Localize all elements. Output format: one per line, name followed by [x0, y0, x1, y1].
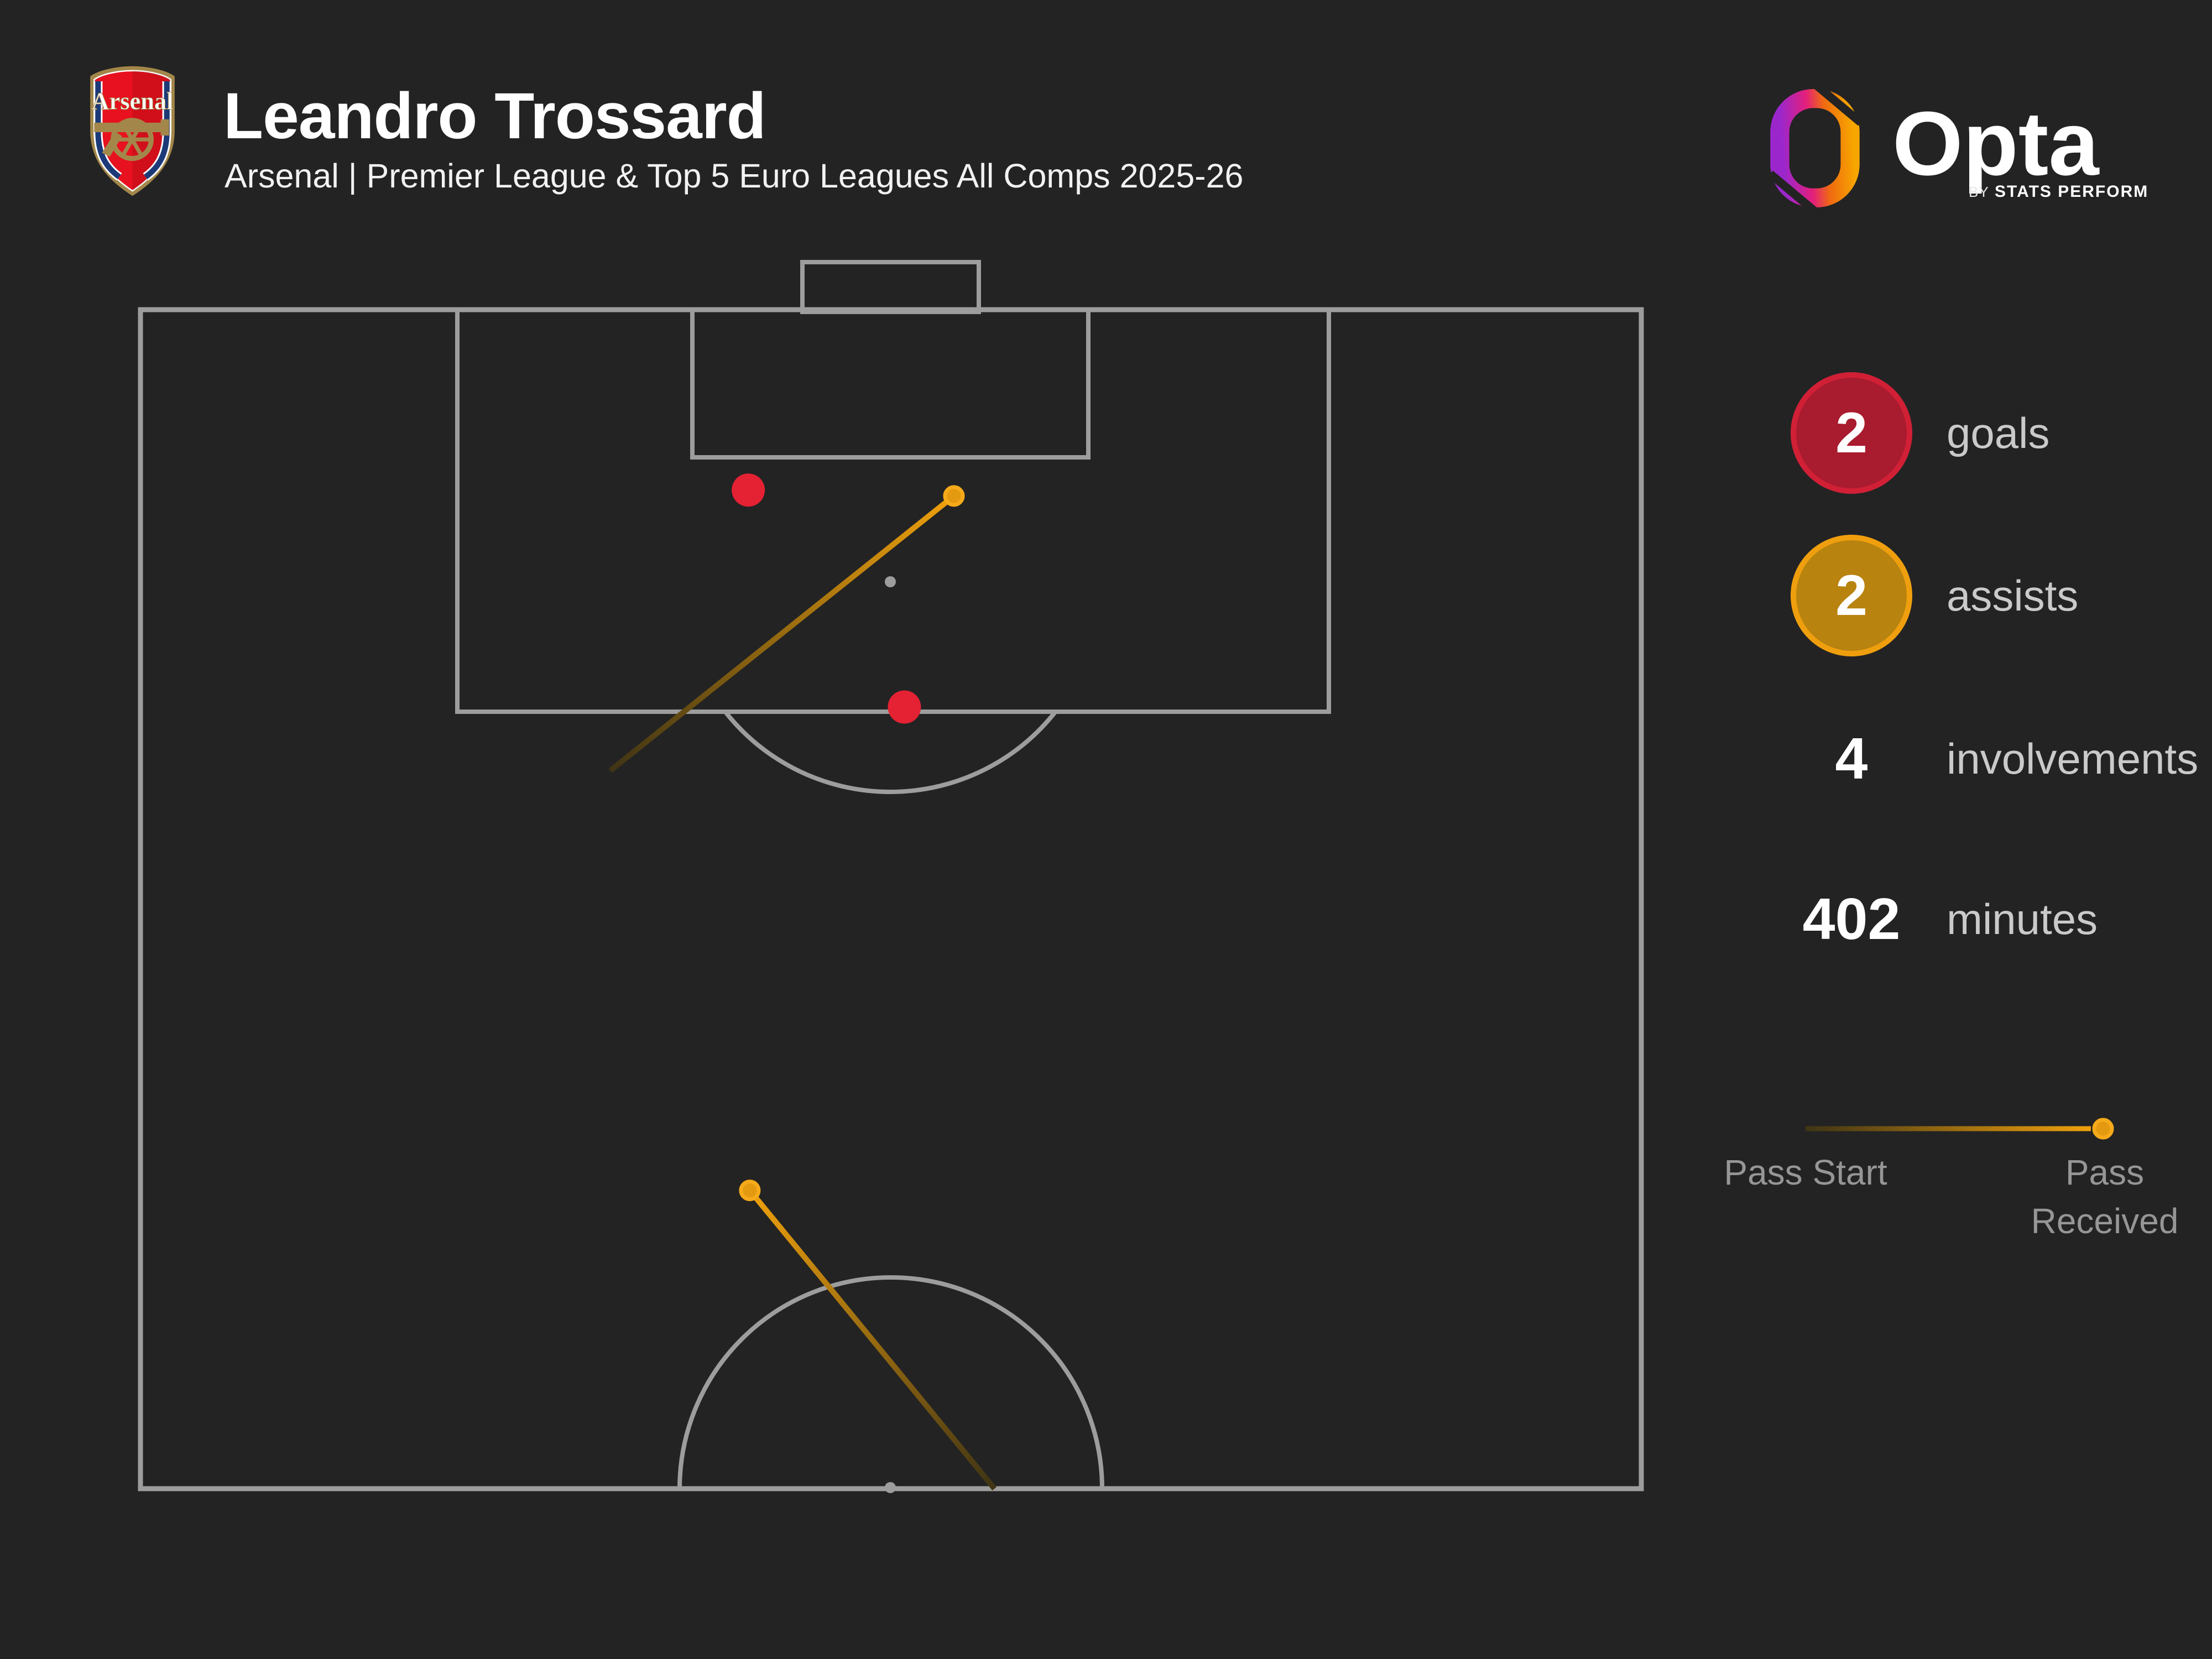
centre-circle: [677, 1275, 1104, 1489]
centre-spot: [885, 1482, 896, 1493]
legend-graphic: [1806, 1118, 2114, 1140]
legend-pass-received-dot: [2092, 1118, 2114, 1140]
goals-label: goals: [1947, 408, 2050, 457]
goal-frame: [800, 260, 981, 314]
stat-row-minutes: 402 minutes: [1791, 875, 2098, 963]
pitch-boundary: [138, 307, 1644, 1491]
crest-left-blue-band: [95, 81, 121, 180]
minutes-value: 402: [1802, 886, 1901, 952]
penalty-arc: [723, 710, 1057, 794]
opta-o-ring: [1770, 89, 1860, 207]
legend-pass-received-label: Pass Received: [2031, 1152, 2179, 1241]
page-title: Leandro Trossard: [223, 80, 766, 153]
arsenal-crest-logo: Arsenal: [90, 66, 175, 196]
legend-pass-start-label: Pass Start: [1724, 1152, 1887, 1192]
opta-logo-byline: BY STATS PERFORM: [1969, 182, 2148, 201]
six-yard-box: [690, 307, 1091, 460]
assists-label: assists: [1947, 571, 2079, 620]
opta-slash-bottom: [1767, 170, 1818, 209]
pitch-lines: [138, 260, 1644, 1493]
opta-logo-text: Opta: [1892, 93, 2099, 194]
assist-pass-line: [608, 493, 956, 773]
pass-received-dot: [943, 485, 965, 507]
goals-circle-badge: 2: [1791, 372, 1912, 494]
stat-row-assists: 2 assists: [1791, 535, 2078, 656]
crest-cannon: [94, 118, 169, 161]
goal-dot: [888, 690, 921, 724]
event-layer: [608, 473, 997, 1491]
opta-logo-mark: [1767, 87, 1863, 209]
stat-row-involvements: 4 involvements: [1791, 714, 2199, 803]
involvements-value: 4: [1835, 726, 1868, 791]
opta-slash-top: [1813, 87, 1863, 126]
opta-byline-prefix: BY: [1969, 184, 1989, 200]
penalty-spot: [885, 576, 896, 587]
goal-dot: [732, 473, 765, 507]
assists-circle-badge: 2: [1791, 535, 1912, 656]
assists-value: 2: [1835, 563, 1867, 628]
page-subtitle: Arsenal | Premier League & Top 5 Euro Le…: [225, 157, 1244, 195]
penalty-box: [455, 307, 1331, 714]
assist-pass-line: [748, 1188, 997, 1491]
minutes-label: minutes: [1947, 894, 2098, 943]
stat-row-goals: 2 goals: [1791, 372, 2049, 494]
goals-value: 2: [1835, 400, 1867, 465]
opta-byline-text: STATS PERFORM: [1995, 182, 2149, 201]
pass-received-dot: [739, 1180, 761, 1202]
crest-club-name: Arsenal: [91, 87, 173, 115]
involvements-label: involvements: [1947, 734, 2199, 783]
